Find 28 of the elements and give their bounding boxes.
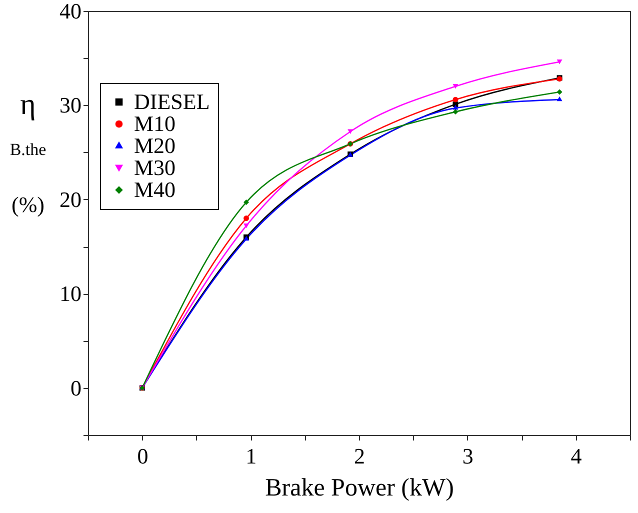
point [556, 96, 562, 102]
point [556, 89, 562, 95]
y-tick-label: 40 [60, 0, 82, 24]
y-tick-label: 10 [60, 281, 82, 306]
legend-label: DIESEL [134, 89, 210, 114]
y-tick-label: 0 [70, 375, 82, 400]
point [244, 216, 250, 222]
text: ηB.the (%) [10, 88, 46, 217]
point [452, 104, 458, 110]
y-tick-label: 20 [60, 186, 82, 212]
point [556, 60, 562, 64]
point [452, 96, 458, 102]
point [452, 109, 458, 115]
legend-label: M20 [134, 133, 176, 158]
legend-label: M30 [134, 155, 176, 180]
point [348, 129, 354, 134]
y-tick-label: 30 [60, 92, 82, 118]
legend-label: M10 [134, 111, 176, 136]
point [244, 223, 250, 228]
point [452, 84, 458, 89]
legend-label: M40 [134, 177, 176, 202]
x-tick-label: 3 [462, 444, 474, 468]
x-tick-label: 4 [570, 444, 582, 468]
x-tick-label: 2 [354, 444, 365, 468]
point [244, 200, 250, 206]
x-tick-label: 0 [137, 444, 148, 468]
x-tick-label: 1 [246, 444, 257, 468]
x-axis-title: Brake Power (kW) [265, 474, 454, 502]
